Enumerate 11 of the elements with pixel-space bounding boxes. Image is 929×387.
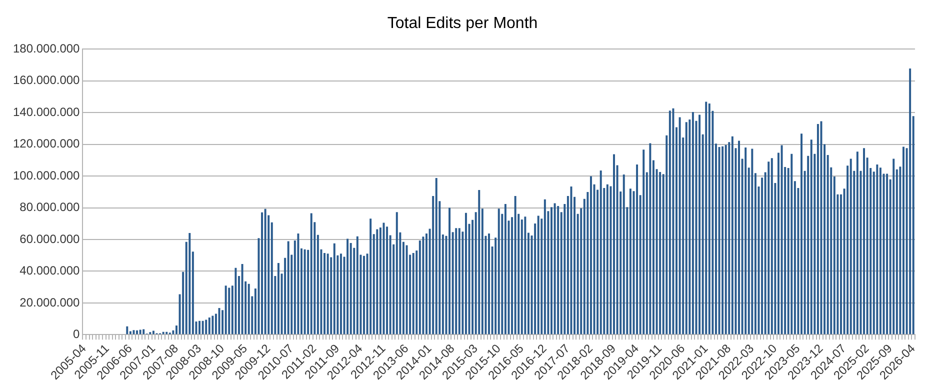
- y-tick-label: 100.000.000: [13, 168, 80, 182]
- y-tick-label: 140.000.000: [13, 104, 80, 119]
- y-tick-label: 180.000.000: [13, 42, 80, 56]
- y-tick-label: 20.000.000: [20, 295, 80, 310]
- y-tick-label: 120.000.000: [13, 136, 80, 151]
- y-tick-label: 40.000.000: [20, 264, 80, 278]
- y-tick-label: 160.000.000: [13, 73, 80, 88]
- y-tick-label: 80.000.000: [20, 200, 80, 214]
- y-tick-label: 0: [73, 326, 80, 341]
- chart-title: Total Edits per Month: [387, 15, 538, 32]
- y-tick-label: 60.000.000: [20, 232, 80, 246]
